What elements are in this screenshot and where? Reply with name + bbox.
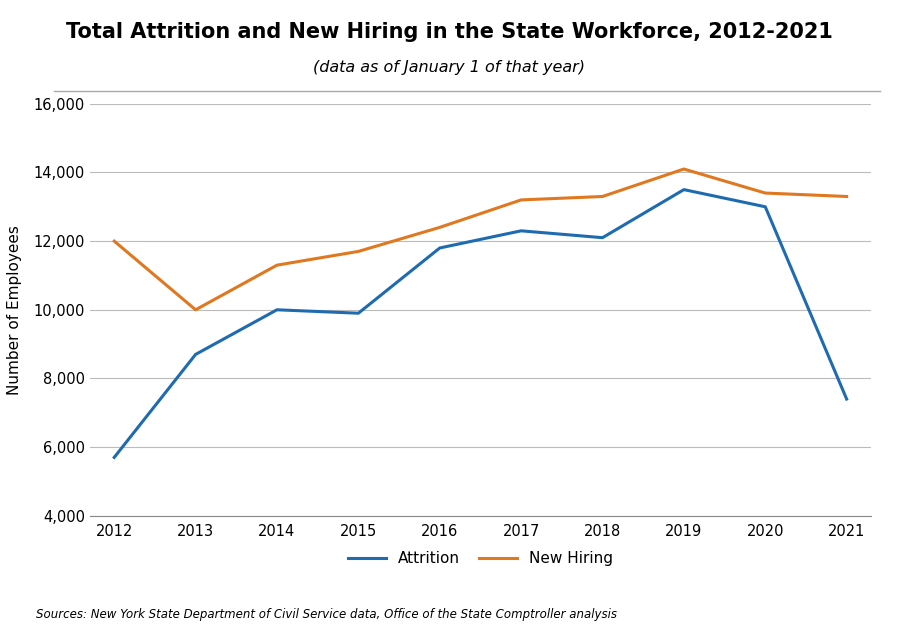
Text: Sources: New York State Department of Civil Service data, Office of the State Co: Sources: New York State Department of Ci… [36, 608, 617, 621]
Text: (data as of January 1 of that year): (data as of January 1 of that year) [313, 60, 585, 75]
Text: Total Attrition and New Hiring in the State Workforce, 2012-2021: Total Attrition and New Hiring in the St… [66, 22, 832, 42]
Legend: Attrition, New Hiring: Attrition, New Hiring [342, 545, 619, 572]
Y-axis label: Number of Employees: Number of Employees [7, 225, 22, 395]
